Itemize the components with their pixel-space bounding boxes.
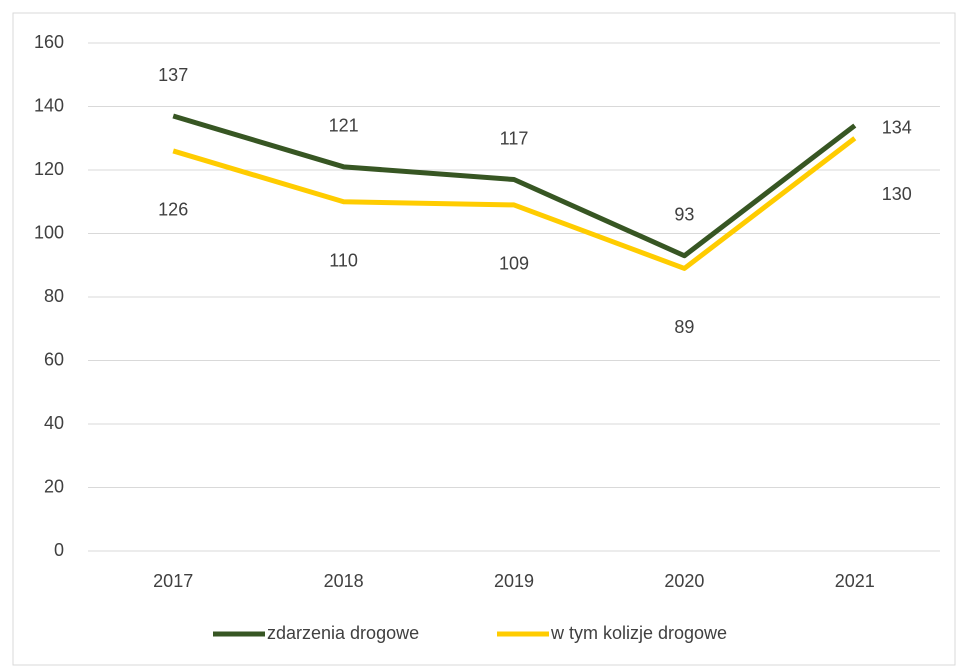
data-label: 134	[882, 117, 912, 137]
x-tick-label: 2019	[494, 571, 534, 591]
y-tick-label: 20	[44, 476, 64, 496]
data-label: 126	[158, 200, 188, 220]
data-label: 130	[882, 184, 912, 204]
y-tick-label: 140	[34, 95, 64, 115]
y-tick-label: 40	[44, 413, 64, 433]
y-tick-label: 120	[34, 159, 64, 179]
data-label: 89	[674, 317, 694, 337]
data-label: 109	[499, 254, 529, 274]
y-tick-label: 60	[44, 349, 64, 369]
y-tick-label: 80	[44, 286, 64, 306]
data-label: 93	[674, 204, 694, 224]
data-label: 110	[329, 251, 358, 271]
x-tick-label: 2017	[153, 571, 193, 591]
series-line	[172, 136, 857, 271]
data-label: 117	[500, 128, 529, 148]
y-tick-label: 160	[34, 32, 64, 52]
x-tick-label: 2021	[835, 571, 875, 591]
x-tick-label: 2020	[664, 571, 704, 591]
y-tick-label: 100	[34, 222, 64, 242]
legend-label: zdarzenia drogowe	[267, 623, 419, 643]
series-line	[172, 113, 857, 259]
y-tick-label: 0	[54, 540, 64, 560]
data-label: 137	[158, 65, 188, 85]
legend-label: w tym kolizje drogowe	[550, 623, 727, 643]
x-tick-label: 2018	[324, 571, 364, 591]
chart-frame	[12, 12, 956, 666]
data-label: 121	[329, 116, 359, 136]
